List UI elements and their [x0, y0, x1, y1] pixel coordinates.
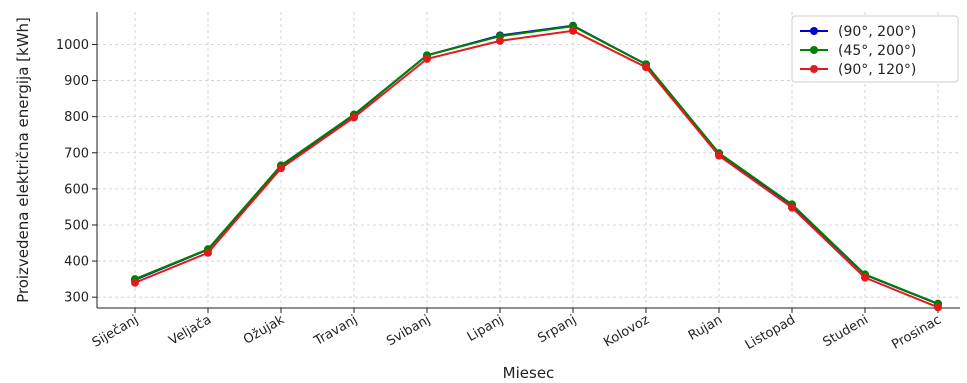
x-tick-label: Ožujak	[241, 312, 287, 347]
legend-swatch-marker	[810, 65, 818, 73]
legend-swatch-marker	[810, 27, 818, 35]
series-3-point	[350, 113, 358, 122]
series-3-point	[277, 164, 285, 173]
y-tick-label: 1000	[56, 38, 89, 53]
legend-label: (90°, 200°)	[838, 24, 916, 40]
series-3-point	[204, 248, 212, 257]
y-tick-label: 600	[64, 182, 89, 197]
series-line-3	[134, 29, 939, 309]
x-tick-label: Rujan	[686, 312, 725, 343]
legend-label: (90°, 120°)	[838, 62, 916, 78]
series-line-2	[134, 25, 939, 305]
y-tick-label: 400	[64, 255, 89, 270]
x-tick-label: Listopad	[743, 312, 798, 353]
x-tick-label: Srpanj	[535, 312, 579, 346]
x-tick-label: Kolovoz	[601, 312, 652, 350]
series-3-point	[496, 36, 504, 45]
y-tick-label: 300	[64, 291, 89, 306]
series-3-point	[715, 151, 723, 160]
x-tick-label: Studeni	[820, 312, 871, 350]
series-3-point	[423, 54, 431, 63]
legend: (90°, 200°) (45°, 200°) (90°, 120°)	[791, 15, 959, 83]
y-tick-label: 900	[64, 74, 89, 89]
series-3-point	[569, 26, 577, 35]
y-tick-label: 700	[64, 146, 89, 161]
legend-label: (45°, 200°)	[838, 43, 916, 59]
series-3-point	[788, 203, 796, 212]
x-tick-label: Siječanj	[90, 312, 141, 350]
series-3-point	[131, 278, 139, 287]
x-tick-label: Travanj	[311, 312, 360, 349]
x-axis-title: Miesec	[503, 364, 555, 382]
series-3-point	[934, 303, 942, 312]
y-axis-title: Proizvedena električna energija [kWh]	[14, 17, 32, 303]
legend-swatch-marker	[810, 46, 818, 54]
series-layer	[131, 21, 942, 312]
series-3-point	[642, 63, 650, 72]
x-tick-label: Prosinac	[889, 312, 944, 352]
y-tick-label: 800	[64, 110, 89, 125]
x-tick-label: Svibanj	[384, 312, 433, 349]
x-tick-label: Lipanj	[465, 312, 506, 344]
x-tick-label: Veljača	[167, 312, 214, 348]
y-tick-label: 500	[64, 218, 89, 233]
legend-box	[791, 15, 959, 83]
series-3-point	[861, 273, 869, 282]
